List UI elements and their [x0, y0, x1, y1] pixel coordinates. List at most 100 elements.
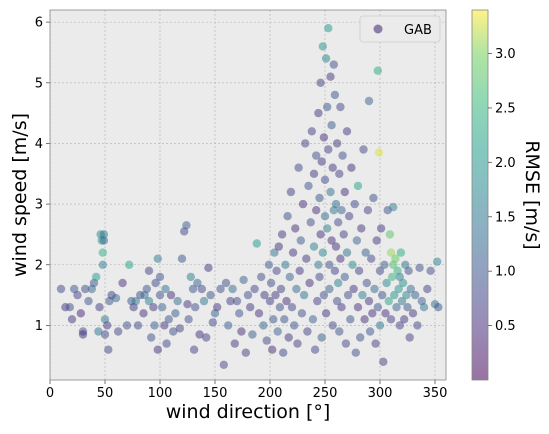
scatter-point	[368, 309, 377, 318]
scatter-point	[394, 284, 403, 294]
scatter-point	[197, 284, 206, 294]
scatter-point	[155, 290, 165, 300]
scatter-point	[364, 96, 374, 106]
scatter-point	[275, 303, 285, 312]
scatter-point	[65, 303, 75, 312]
scatter-point	[186, 272, 195, 282]
scatter-point	[177, 254, 187, 263]
scatter-point	[373, 303, 382, 312]
scatter-point	[354, 266, 364, 275]
y-tick-label: 3	[35, 198, 43, 213]
scatter-point	[389, 202, 398, 212]
x-tick-label: 250	[313, 386, 338, 401]
scatter-point	[349, 284, 358, 294]
scatter-point	[315, 193, 324, 203]
colorbar-label: RMSE [m/s]	[521, 140, 543, 249]
scatter-point	[169, 327, 178, 336]
scatter-point	[299, 290, 309, 300]
scatter-point	[386, 315, 396, 324]
scatter-point	[104, 345, 113, 354]
scatter-point	[317, 157, 326, 166]
scatter-point	[171, 309, 180, 318]
scatter-point	[310, 345, 320, 354]
scatter-point	[382, 278, 391, 288]
scatter-point	[151, 278, 160, 288]
scatter-point	[343, 290, 353, 300]
scatter-point	[204, 263, 213, 272]
scatter-point	[342, 248, 352, 257]
scatter-point	[413, 321, 422, 330]
scatter-point	[314, 260, 323, 269]
scatter-point	[98, 248, 108, 257]
scatter-point	[325, 284, 334, 294]
scatter-point	[193, 278, 202, 288]
scatter-point	[188, 284, 198, 294]
scatter-point	[327, 121, 336, 130]
scatter-point	[302, 254, 311, 263]
scatter-point	[335, 169, 344, 178]
scatter-point	[208, 318, 217, 327]
scatter-point	[94, 327, 103, 336]
scatter-point	[100, 330, 110, 339]
scatter-point	[402, 290, 411, 300]
scatter-point	[288, 248, 298, 257]
scatter-point	[259, 321, 268, 330]
scatter-point	[284, 333, 293, 342]
scatter-point	[376, 224, 386, 233]
scatter-point	[173, 296, 182, 306]
scatter-point	[370, 284, 379, 294]
scatter-point	[183, 300, 192, 309]
scatter-point	[415, 263, 424, 272]
scatter-point	[125, 260, 134, 269]
scatter-point	[392, 303, 401, 312]
scatter-point	[373, 66, 382, 75]
scatter-point	[99, 230, 109, 239]
scatter-point	[144, 296, 154, 306]
scatter-point	[191, 303, 200, 312]
scatter-point	[73, 290, 82, 300]
scatter-point	[276, 284, 286, 294]
scatter-point	[241, 348, 250, 357]
scatter-point	[184, 315, 193, 324]
scatter-point	[356, 333, 365, 342]
scatter-point	[286, 187, 296, 197]
scatter-point	[315, 272, 324, 282]
scatter-point	[324, 24, 333, 33]
scatter-point	[312, 206, 321, 215]
scatter-point	[270, 248, 279, 257]
scatter-point	[341, 339, 351, 348]
scatter-point	[246, 303, 255, 312]
scatter-point	[386, 248, 396, 257]
scatter-point	[313, 296, 322, 306]
scatter-point	[374, 148, 384, 157]
scatter-point	[280, 315, 289, 324]
y-tick-label: 1	[35, 319, 43, 334]
scatter-point	[67, 315, 77, 324]
scatter-point	[254, 309, 264, 318]
scatter-point	[317, 333, 326, 342]
scatter-point	[160, 321, 169, 330]
scatter-point	[304, 181, 313, 191]
scatter-point	[312, 151, 321, 160]
scatter-point	[277, 230, 287, 239]
scatter-point	[202, 333, 211, 342]
scatter-point	[384, 296, 393, 306]
scatter-point	[301, 139, 310, 148]
scatter-point	[365, 327, 375, 336]
scatter-point	[219, 360, 228, 369]
scatter-point	[291, 224, 300, 233]
scatter-point	[363, 206, 373, 215]
scatter-point	[147, 333, 156, 342]
colorbar-tick-label: 1.0	[495, 265, 516, 280]
scatter-point	[292, 284, 301, 294]
scatter-point	[426, 266, 435, 275]
scatter-point	[369, 193, 378, 203]
scatter-point	[347, 163, 356, 172]
scatter-point	[264, 260, 274, 269]
colorbar-tick-label: 2.0	[495, 156, 516, 171]
y-tick-label: 6	[35, 16, 43, 31]
colorbar-frame	[471, 9, 489, 381]
scatter-point	[334, 218, 343, 227]
y-tick-label: 4	[35, 137, 43, 152]
scatter-point	[396, 248, 406, 257]
